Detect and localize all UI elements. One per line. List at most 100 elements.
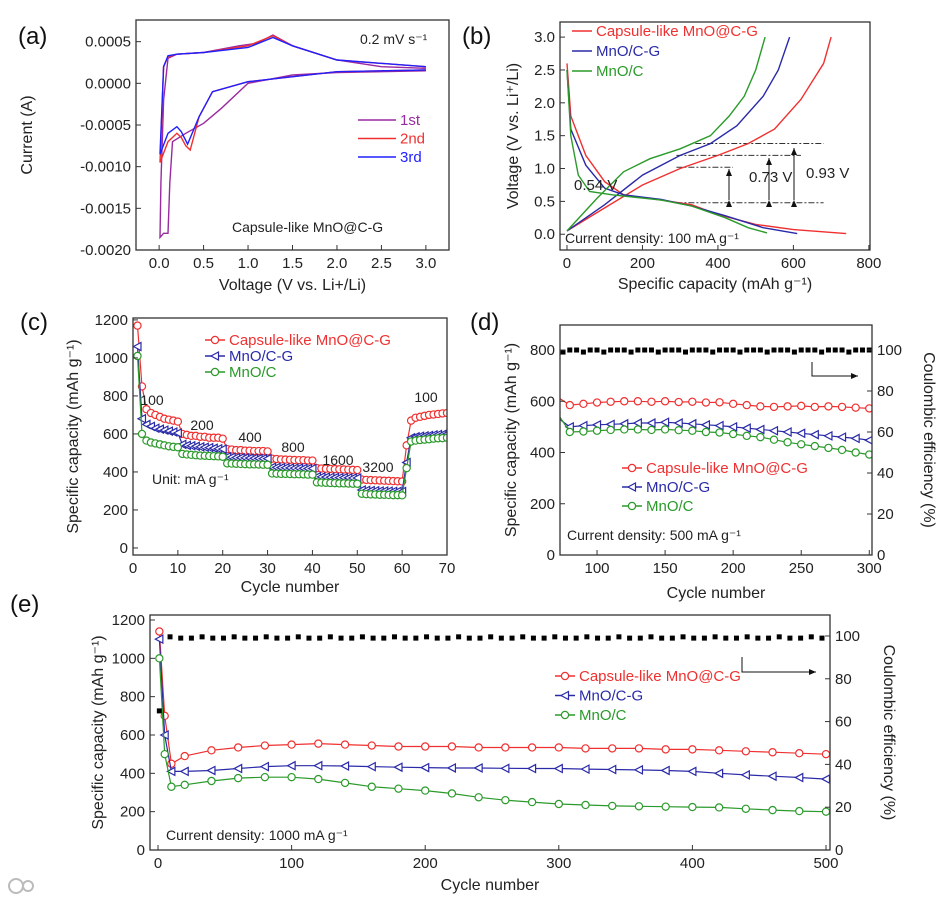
data-point xyxy=(210,635,216,641)
plot-frame xyxy=(149,614,831,851)
x-tick-label: 600 xyxy=(781,255,806,272)
y2-tick-label: 20 xyxy=(877,506,894,523)
data-point xyxy=(710,349,716,355)
data-point xyxy=(562,635,568,641)
x-tick-label: 0 xyxy=(129,560,137,577)
data-point xyxy=(421,786,430,795)
data-point xyxy=(810,402,820,412)
data-point xyxy=(633,764,644,775)
data-point xyxy=(621,347,627,353)
data-point xyxy=(527,743,537,752)
data-point xyxy=(836,432,847,443)
data-point xyxy=(339,761,350,772)
data-point xyxy=(755,424,765,435)
watermark-logo-icon xyxy=(8,878,24,894)
data-point xyxy=(579,399,588,409)
data-point xyxy=(727,421,738,432)
data-point xyxy=(541,635,547,641)
data-point xyxy=(353,465,362,475)
data-point xyxy=(474,743,483,752)
y-tick-label: 1200 xyxy=(112,612,145,629)
x-tick-label: 20 xyxy=(214,560,231,577)
data-point xyxy=(740,769,750,780)
series-line xyxy=(158,639,827,780)
legend-marker xyxy=(560,710,570,720)
data-point xyxy=(579,427,588,436)
data-point xyxy=(776,634,782,640)
data-point xyxy=(741,804,751,813)
data-point xyxy=(606,764,617,775)
data-point xyxy=(608,744,617,753)
y-tick-label: 0 xyxy=(137,842,145,859)
annotation: 800 xyxy=(281,439,305,455)
legend-label: MnO/C-G xyxy=(646,479,710,496)
data-point xyxy=(701,427,711,437)
data-point xyxy=(601,349,607,355)
data-point xyxy=(367,782,376,791)
data-point xyxy=(755,635,761,641)
y-tick-label: 2.5 xyxy=(534,62,555,79)
data-point xyxy=(723,635,729,641)
data-point xyxy=(676,347,682,353)
plot-area xyxy=(154,627,830,816)
legend-item: MnO/C-G xyxy=(572,43,660,60)
data-point xyxy=(865,450,872,459)
y-tick-label: 400 xyxy=(530,445,555,462)
legend-marker xyxy=(209,351,220,361)
y-tick-label: 600 xyxy=(530,393,555,410)
data-point xyxy=(286,760,296,771)
series-line xyxy=(560,397,870,409)
data-point xyxy=(560,411,561,422)
y-axis-title: Specific capacity (mAh g⁻¹) xyxy=(90,635,107,829)
data-point xyxy=(231,634,237,640)
y2-tick-label: 40 xyxy=(877,465,894,482)
legend-item: MnO/C xyxy=(205,364,277,381)
watermark-logo-icon xyxy=(22,880,34,892)
legend-item: MnO/C xyxy=(572,63,644,80)
data-point xyxy=(851,403,860,412)
data-point xyxy=(167,634,173,640)
data-point xyxy=(783,438,792,447)
y-tick-label: -0.0020 xyxy=(80,242,131,259)
data-point xyxy=(837,402,847,412)
data-point xyxy=(791,349,797,355)
data-point xyxy=(714,803,724,812)
data-point xyxy=(812,347,818,353)
data-point xyxy=(554,743,564,752)
data-point xyxy=(795,749,804,758)
y2-tick-label: 60 xyxy=(877,424,894,441)
data-point xyxy=(133,321,142,330)
data-point xyxy=(688,745,697,754)
data-point xyxy=(768,748,777,757)
data-point xyxy=(155,654,164,663)
plot-area xyxy=(159,34,426,240)
data-point xyxy=(661,802,670,811)
legend-item: Capsule-like MnO@C-G xyxy=(622,460,808,477)
panel-label: (d) xyxy=(470,309,499,336)
data-point xyxy=(797,440,806,449)
data-point xyxy=(839,347,845,353)
data-point xyxy=(287,772,296,782)
x-tick-label: 0.0 xyxy=(149,255,170,272)
series-line xyxy=(158,631,827,765)
series-mno-c-g xyxy=(154,634,830,785)
plot-area xyxy=(560,347,872,459)
legend-item: Capsule-like MnO@C-G xyxy=(555,668,741,685)
data-point xyxy=(434,635,440,641)
data-point xyxy=(206,765,216,776)
legend-label: MnO/C-G xyxy=(229,348,293,365)
data-point xyxy=(850,433,860,444)
ce-axis-arrow xyxy=(741,657,816,675)
y-tick-label: 600 xyxy=(120,727,145,744)
legend-label: 2nd xyxy=(400,131,425,148)
data-point xyxy=(285,635,291,641)
data-point xyxy=(413,635,419,641)
series-1st xyxy=(159,34,426,240)
data-point xyxy=(821,749,830,759)
legend-item: MnO/C-G xyxy=(205,348,293,365)
data-point xyxy=(687,766,697,777)
data-point xyxy=(673,418,683,429)
data-point xyxy=(608,801,617,811)
legend-label: Capsule-like MnO@C-G xyxy=(579,668,741,685)
y-tick-label: 0.0005 xyxy=(85,34,131,51)
